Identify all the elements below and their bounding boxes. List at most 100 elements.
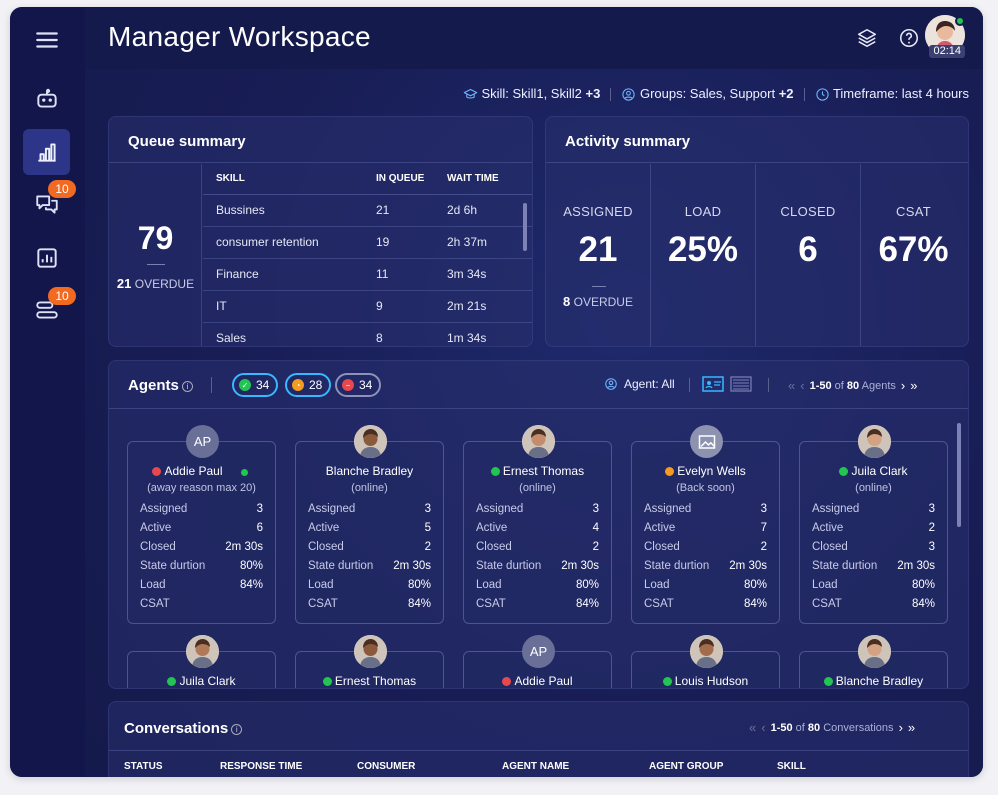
routing-icon [35, 301, 58, 319]
groups-filter[interactable]: Groups: Sales, Support +2 [621, 86, 794, 102]
filter-online[interactable]: ✓ 34 [232, 373, 279, 397]
hamburger-icon [35, 32, 58, 48]
card-view-icon[interactable] [702, 376, 724, 392]
queue-overdue-label: OVERDUE [134, 277, 195, 291]
stat-row: Load 80% [308, 579, 431, 598]
first-page-icon[interactable]: « [788, 378, 796, 393]
agent-card[interactable]: AP Addie Paul [463, 635, 612, 688]
agent-card[interactable]: AP Addie Paul (away reason max 20) Assigned… [127, 425, 276, 624]
agent-name: Blanche Bradley [800, 674, 947, 688]
agent-name: Ernest Thomas [296, 674, 443, 688]
table-row[interactable]: Bussines 21 2d 6h [203, 194, 532, 227]
agent-name-text: Evelyn Wells [677, 464, 746, 478]
stat-value: 84% [743, 598, 767, 610]
queue-summary-title: Queue summary [109, 117, 532, 163]
stat-label: Closed [812, 541, 848, 553]
sidebar-item-reports[interactable] [23, 235, 70, 281]
agent-card[interactable]: Evelyn Wells (Back soon) Assigned 3 Active 7 C… [631, 425, 780, 624]
agent-photo-icon [186, 635, 219, 668]
stat-label: Assigned [308, 503, 356, 515]
agent-card[interactable]: Ernest Thomas (online) Assigned 3 Active 4 Clo… [463, 425, 612, 624]
table-cell-in-queue: 19 [363, 226, 434, 259]
sidebar-item-chat[interactable] [23, 181, 70, 227]
divider [147, 264, 165, 265]
filter-away[interactable]: ◔ 28 [285, 373, 332, 397]
stat-value: 80% [239, 560, 263, 572]
skill-filter[interactable]: Skill: Skill1, Skill2 +3 [463, 86, 600, 102]
next-page-icon[interactable]: › [898, 720, 903, 735]
stat-label: Load [308, 579, 334, 591]
metric-value: 6 [798, 230, 818, 269]
conversations-pager: « ‹ 1-50 of 80 Conversations › » [749, 720, 915, 735]
column-header-agent-group[interactable]: AGENT GROUP [649, 761, 724, 772]
filter-busy[interactable]: −34 [335, 373, 382, 397]
sidebar-item-bot[interactable] [23, 76, 70, 122]
stat-row: State durtion 2m 30s [644, 560, 767, 579]
conversations-page-unit: Conversations [823, 721, 894, 734]
last-page-icon[interactable]: » [907, 720, 916, 735]
sidebar-item-routing[interactable] [23, 287, 70, 333]
stat-label: CSAT [140, 598, 170, 610]
agent-card[interactable]: Juila Clark [127, 635, 276, 688]
stat-value: 6 [256, 522, 263, 534]
agent-card[interactable]: Juila Clark (online) Assigned 3 Active 2 Close… [799, 425, 948, 624]
column-header-status[interactable]: STATUS [124, 761, 163, 772]
table-row[interactable]: Sales 8 1m 34s [203, 322, 532, 346]
column-header-skill[interactable]: SKILL [777, 761, 806, 772]
conversations-table-header: STATUS RESPONSE TIME CONSUMER AGENT NAME… [109, 750, 968, 777]
column-header-skill[interactable]: SKILL [203, 164, 363, 195]
table-row[interactable]: consumer retention 19 2h 37m [203, 226, 532, 259]
queue-scrollbar[interactable] [523, 203, 527, 251]
stat-value: 2m 30s [729, 560, 767, 572]
agent-filter[interactable]: Agent: All [604, 377, 675, 391]
stat-row: CSAT 84% [476, 598, 599, 617]
stat-label: State durtion [140, 560, 206, 572]
table-row[interactable]: Finance 11 3m 34s [203, 258, 532, 291]
help-icon[interactable] [898, 27, 920, 49]
column-header-consumer[interactable]: CONSUMER [357, 761, 416, 772]
main-area: Manager Workspace 02:14 Skill: Skill1, S… [85, 7, 983, 777]
prev-page-icon[interactable]: ‹ [800, 378, 805, 393]
last-page-icon[interactable]: » [910, 378, 918, 393]
conversations-page-of: of [795, 721, 805, 734]
agent-card[interactable]: Louis Hudson [631, 635, 780, 688]
metric-assigned: ASSIGNED 21 8 OVERDUE [546, 164, 651, 346]
filter-bar: Skill: Skill1, Skill2 +3 Groups: Sales, … [463, 86, 969, 102]
next-page-icon[interactable]: › [900, 378, 906, 393]
table-row[interactable]: IT 9 2m 21s [203, 290, 532, 323]
agent-card[interactable]: Blanche Bradley (online) Assigned 3 Active 5 C… [295, 425, 444, 624]
metric-value: 67% [878, 230, 949, 269]
queue-table-header: SKILL IN QUEUE WAIT TIME [203, 164, 532, 195]
info-icon[interactable]: i [181, 381, 193, 392]
column-header-response-time[interactable]: RESPONSE TIME [220, 761, 303, 772]
queue-overdue: 21 OVERDUE [109, 276, 202, 291]
menu-button[interactable] [23, 17, 70, 63]
timeframe-filter[interactable]: Timeframe: last 4 hours [815, 86, 969, 102]
report-icon [36, 248, 57, 268]
filter-online-count: 34 [256, 378, 270, 392]
agent-name: Evelyn Wells [632, 464, 779, 478]
stat-label: Load [812, 579, 838, 591]
layers-icon[interactable] [856, 27, 878, 49]
status-online-icon [662, 677, 672, 686]
agent-photo-icon [858, 425, 891, 458]
agent-card[interactable]: Blanche Bradley [799, 635, 948, 688]
bot-icon [36, 88, 57, 108]
stat-value: 3 [928, 541, 935, 553]
agent-status-text: (online) [519, 482, 556, 494]
column-header-agent-name[interactable]: AGENT NAME [502, 761, 570, 772]
stat-label: Active [140, 522, 172, 534]
prev-page-icon[interactable]: ‹ [761, 720, 766, 735]
column-header-wait-time[interactable]: WAIT TIME [434, 164, 532, 195]
list-view-icon[interactable] [730, 376, 752, 392]
queue-overdue-count: 21 [116, 276, 132, 291]
agent-stats: Assigned 3 Active 5 Closed 2 State durtion 2m 3… [308, 503, 431, 617]
info-icon[interactable]: i [231, 724, 243, 735]
sidebar-item-analytics[interactable] [23, 129, 70, 175]
column-header-in-queue[interactable]: IN QUEUE [363, 164, 434, 195]
agent-card[interactable]: Ernest Thomas [295, 635, 444, 688]
first-page-icon[interactable]: « [749, 720, 757, 735]
divider [211, 377, 212, 393]
agent-name: Ernest Thomas [464, 464, 611, 478]
agents-scrollbar[interactable] [957, 423, 961, 527]
